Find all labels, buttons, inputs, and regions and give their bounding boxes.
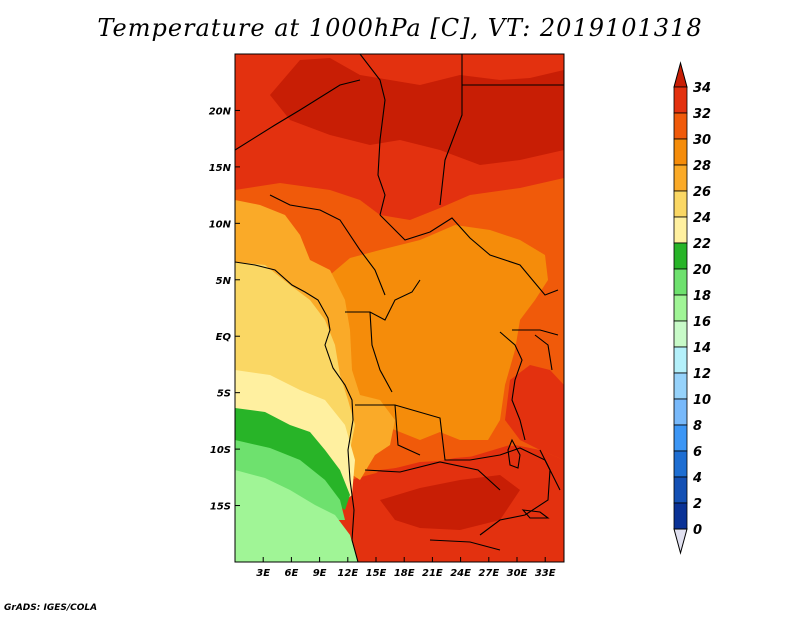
x-tick-label: 12E <box>337 568 358 579</box>
lake-outline <box>521 509 550 519</box>
border-line <box>355 404 470 461</box>
colorbar-swatch <box>673 320 688 348</box>
field-32-34-east <box>505 365 564 460</box>
border-line <box>359 54 386 216</box>
map-frame <box>234 53 565 563</box>
border-line <box>364 461 501 491</box>
x-axis-ticks <box>262 557 546 562</box>
colorbar-swatch <box>673 424 688 452</box>
field-16-18 <box>235 470 358 562</box>
colorbar-label: 24 <box>693 211 711 226</box>
colorbar-label: 20 <box>693 263 711 278</box>
border-line <box>269 194 386 296</box>
colorbar-label: 4 <box>692 471 702 486</box>
border-line <box>369 311 393 393</box>
colorbar-swatch <box>673 86 688 114</box>
colorbar-swatch <box>673 190 688 218</box>
y-tick-label: 20N <box>209 106 232 117</box>
border-line <box>512 329 559 336</box>
colorbar-label: 16 <box>693 315 711 330</box>
x-tick-label: 24E <box>450 568 471 579</box>
x-tick-label: 33E <box>535 568 556 579</box>
colorbar-swatch <box>673 112 688 140</box>
colorbar-label: 8 <box>693 419 702 434</box>
colorbar-label: 12 <box>693 367 711 382</box>
temperature-field <box>235 54 564 562</box>
colorbar-swatch <box>673 398 688 426</box>
colorbar-swatch <box>673 138 688 166</box>
colorbar-label: 34 <box>693 81 711 96</box>
border-line <box>499 331 526 441</box>
colorbar-swatch <box>673 346 688 374</box>
border-line <box>479 449 551 536</box>
x-tick-label: 6E <box>285 568 299 579</box>
colorbar-swatch <box>673 164 688 192</box>
colorbar-label: 14 <box>693 341 711 356</box>
grads-credit: GrADS: IGES/COLA <box>4 603 98 613</box>
lake-outline <box>507 438 521 469</box>
field-above34-south <box>380 475 520 530</box>
colorbar-label: 6 <box>693 445 702 460</box>
colorbar-swatch <box>673 268 688 296</box>
field-18-20 <box>235 440 345 520</box>
colorbar-swatch <box>673 502 688 530</box>
x-tick-label: 21E <box>422 568 443 579</box>
y-tick-label: EQ <box>216 332 232 343</box>
colorbar-swatch <box>673 476 688 504</box>
x-axis-tick-labels: 3E 6E 9E 12E 15E 18E 21E 24E 27E 30E 33E <box>256 568 555 579</box>
border-line <box>379 214 559 296</box>
coastline <box>235 261 359 562</box>
colorbar-swatch <box>673 450 688 478</box>
colorbar-label: 2 <box>693 497 702 512</box>
colorbar-label: 32 <box>693 107 711 122</box>
border-line <box>394 404 421 456</box>
x-tick-label: 30E <box>507 568 528 579</box>
political-boundaries <box>235 54 564 562</box>
colorbar-label: 18 <box>693 289 711 304</box>
y-tick-label: 15N <box>209 163 232 174</box>
y-tick-label: 10S <box>210 445 231 456</box>
x-tick-label: 27E <box>478 568 499 579</box>
y-axis-ticks <box>235 109 240 507</box>
border-line <box>235 79 361 151</box>
y-tick-label: 5N <box>216 276 232 287</box>
colorbar-label: 26 <box>693 185 711 200</box>
colorbar-bottom-triangle <box>673 528 688 555</box>
colorbar-swatch <box>673 372 688 400</box>
x-tick-label: 9E <box>313 568 327 579</box>
colorbar-swatch <box>673 242 688 270</box>
colorbar-swatch <box>673 216 688 244</box>
x-tick-label: 15E <box>366 568 387 579</box>
border-line <box>429 539 501 551</box>
border-line <box>534 334 553 371</box>
chart-title: Temperature at 1000hPa [C], VT: 20191013… <box>97 14 703 42</box>
colorbar-top-triangle <box>673 61 688 88</box>
y-tick-label: 10N <box>209 219 232 230</box>
colorbar-label: 0 <box>693 523 702 538</box>
field-28-30 <box>330 225 548 440</box>
y-tick-label: 15S <box>210 502 231 513</box>
y-tick-label: 5S <box>217 389 231 400</box>
colorbar-label: 30 <box>693 133 711 148</box>
colorbar-label: 22 <box>693 237 711 252</box>
colorbar-label: 28 <box>693 159 711 174</box>
border-line <box>345 279 421 321</box>
x-tick-label: 18E <box>394 568 415 579</box>
x-tick-label: 3E <box>256 568 270 579</box>
colorbar-swatch <box>673 294 688 322</box>
y-axis-tick-labels: 20N 15N 10N 5N EQ 5S 10S 15S <box>209 106 232 512</box>
colorbar-label: 10 <box>693 393 711 408</box>
